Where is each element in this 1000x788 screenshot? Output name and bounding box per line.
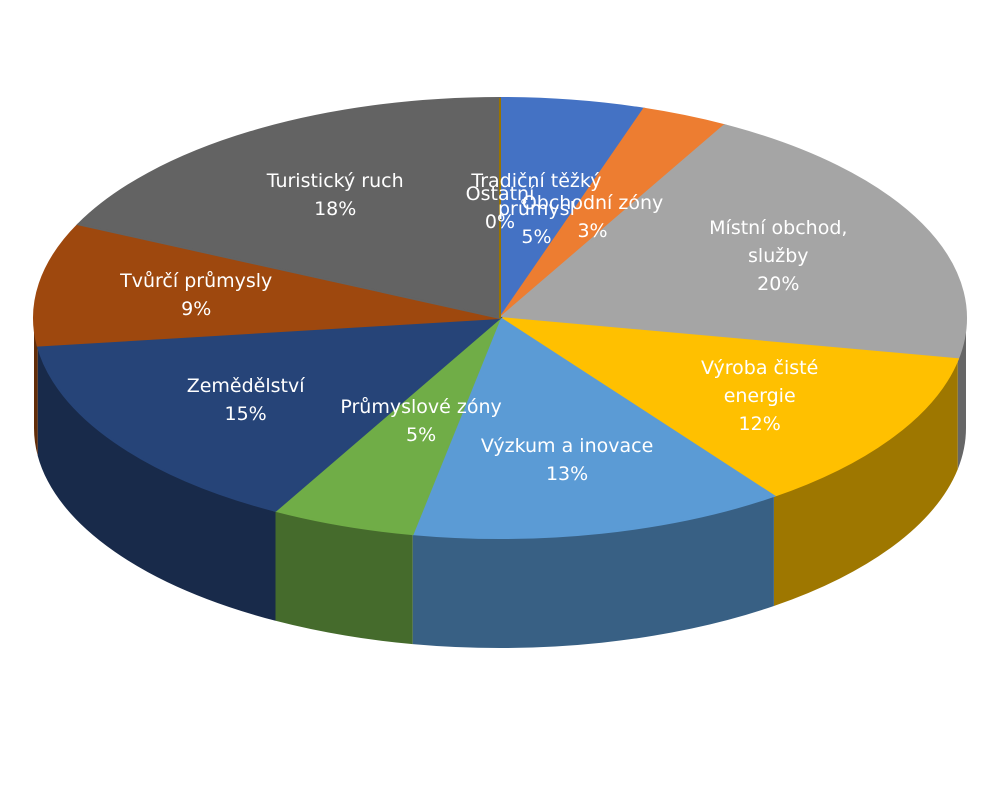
category-label: Zemědělství (186, 374, 305, 397)
category-label: Výzkum a inovace (480, 434, 654, 457)
category-label: Místní obchod, služby (709, 217, 848, 268)
slice-side (275, 510, 413, 645)
value-label: 12% (738, 412, 781, 435)
value-label: 13% (545, 462, 589, 485)
value-label: 5% (405, 424, 437, 447)
value-label: 20% (757, 273, 800, 296)
value-label: 18% (314, 198, 357, 221)
value-label: 5% (521, 226, 552, 249)
value-label: 15% (224, 402, 267, 425)
value-label: 0% (484, 211, 516, 233)
category-label: Průmyslové zóny (340, 396, 502, 419)
category-label: Turistický ruch (266, 170, 404, 193)
slice (499, 317, 960, 498)
slice-side (412, 495, 774, 648)
data-label: Výzkum a inovace 13% (477, 432, 657, 488)
slice-side (773, 359, 958, 606)
slice (411, 316, 777, 539)
slice (273, 317, 501, 536)
value-label: 9% (181, 298, 212, 321)
data-label: Výroba čisté energie 12% (670, 354, 850, 438)
data-label: Místní obchod, služby 20% (688, 214, 868, 298)
category-label: Výroba čisté energie (701, 356, 819, 407)
category-label: Ostatní (465, 183, 535, 205)
slice-side (34, 318, 38, 456)
category-label: Tvůrčí průmysly (120, 270, 273, 293)
slice (499, 96, 646, 322)
slice (497, 124, 967, 361)
slice (36, 316, 503, 512)
data-label: Průmyslové zóny 5% (331, 393, 511, 449)
data-label: Zemědělství 15% (156, 372, 336, 428)
category-label: Tradiční těžký průmysl (471, 170, 602, 221)
data-label: Ostatní 0% (410, 180, 590, 236)
category-label: Obchodní zóny (521, 192, 664, 215)
data-label: Tradiční těžký průmysl 5% (446, 167, 626, 251)
slice (76, 96, 501, 320)
value-label: 3% (577, 220, 608, 243)
data-label: Turistický ruch 18% (245, 167, 425, 223)
data-label: Obchodní zóny 3% (503, 189, 683, 245)
data-label: Tvůrčí průmysly 9% (106, 267, 286, 323)
slice-side (37, 345, 276, 621)
slice (33, 223, 501, 347)
